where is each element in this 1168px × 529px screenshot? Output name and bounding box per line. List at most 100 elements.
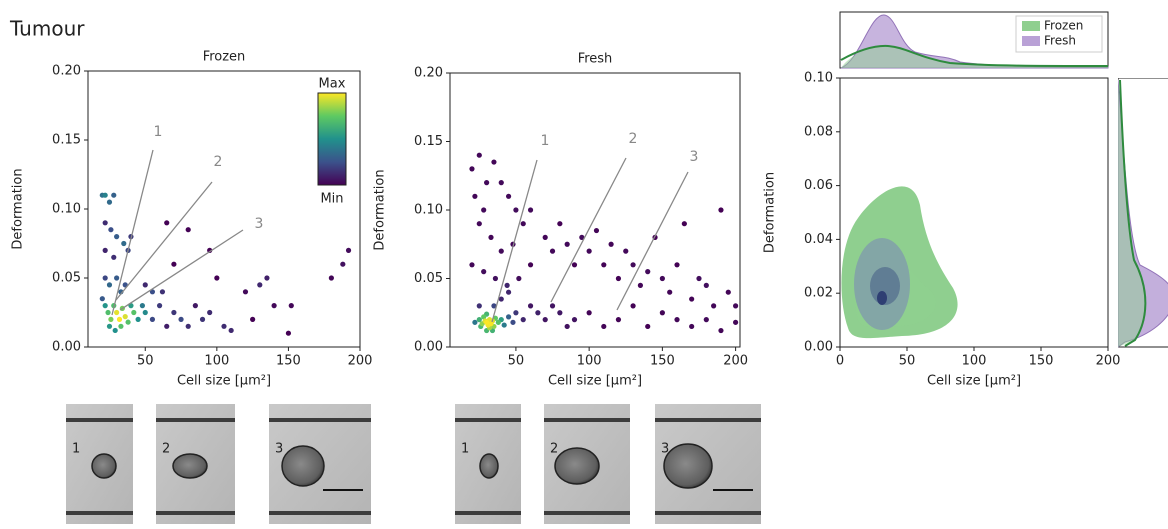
micrograph-label: 2 bbox=[162, 442, 170, 457]
channel-wall bbox=[455, 418, 521, 422]
data-point bbox=[228, 327, 234, 334]
figure-title: Tumour bbox=[9, 17, 85, 41]
data-point bbox=[192, 303, 198, 309]
y-tick-label: 0.02 bbox=[804, 286, 833, 301]
y-axis-label: Deformation bbox=[11, 168, 26, 249]
y-tick-label: 0.00 bbox=[414, 340, 443, 355]
data-point bbox=[102, 192, 108, 198]
data-point bbox=[142, 309, 148, 316]
data-point bbox=[667, 289, 673, 295]
data-point bbox=[571, 262, 578, 268]
channel-wall bbox=[655, 418, 761, 422]
data-point bbox=[207, 309, 213, 316]
data-point bbox=[495, 319, 501, 325]
data-point bbox=[659, 275, 665, 282]
cell bbox=[479, 453, 499, 479]
data-point bbox=[472, 193, 478, 199]
data-point bbox=[674, 262, 680, 268]
data-point bbox=[271, 303, 277, 309]
y-tick-label: 0.20 bbox=[52, 64, 81, 79]
legend-swatch bbox=[1022, 36, 1040, 46]
x-tick-label: 200 bbox=[723, 354, 748, 369]
data-point bbox=[159, 289, 166, 295]
data-point bbox=[535, 310, 541, 316]
chart-title: Frozen bbox=[203, 50, 246, 65]
data-point bbox=[108, 227, 114, 233]
data-point bbox=[623, 248, 629, 254]
data-point bbox=[542, 234, 548, 240]
data-point bbox=[557, 310, 563, 316]
data-point bbox=[469, 262, 475, 268]
data-point bbox=[492, 275, 499, 282]
channel-wall bbox=[269, 511, 371, 515]
x-axis-label: Cell size [μm²] bbox=[548, 374, 642, 389]
data-point bbox=[527, 207, 534, 213]
data-point bbox=[242, 289, 249, 295]
data-point bbox=[689, 296, 695, 302]
data-point bbox=[501, 322, 507, 328]
x-tick-label: 150 bbox=[1029, 354, 1054, 369]
data-point bbox=[703, 317, 709, 323]
y-tick-label: 0.15 bbox=[414, 134, 443, 149]
x-axis-label: Cell size [μm²] bbox=[177, 374, 271, 389]
data-point bbox=[586, 248, 592, 254]
legend-entry: Fresh bbox=[1044, 34, 1076, 48]
data-point bbox=[125, 319, 131, 325]
data-point bbox=[476, 317, 482, 323]
x-tick-label: 50 bbox=[508, 354, 525, 369]
data-point bbox=[149, 316, 156, 322]
data-point bbox=[142, 282, 148, 288]
annotation-label: 2 bbox=[629, 131, 638, 147]
data-point bbox=[542, 317, 548, 323]
x-tick-label: 50 bbox=[137, 354, 154, 369]
data-point bbox=[637, 282, 644, 288]
data-point bbox=[601, 323, 607, 330]
data-point bbox=[102, 247, 108, 253]
data-point bbox=[659, 310, 665, 316]
data-point bbox=[586, 310, 592, 316]
data-point bbox=[178, 316, 184, 322]
data-point bbox=[681, 221, 687, 227]
data-point bbox=[733, 303, 739, 309]
data-point bbox=[340, 261, 346, 267]
data-point bbox=[105, 309, 111, 316]
data-point bbox=[527, 303, 534, 309]
data-point bbox=[498, 248, 504, 254]
data-point bbox=[513, 207, 519, 213]
data-point bbox=[106, 199, 113, 205]
data-point bbox=[102, 303, 108, 309]
data-point bbox=[703, 282, 709, 288]
data-point bbox=[510, 319, 516, 325]
frozen-marginal-top-line bbox=[840, 44, 1109, 67]
data-point bbox=[593, 227, 600, 234]
frozen-marginal-right-line bbox=[1119, 79, 1147, 347]
data-point bbox=[498, 180, 504, 186]
data-point bbox=[257, 282, 263, 288]
data-point bbox=[106, 282, 113, 288]
data-point bbox=[498, 296, 504, 302]
y-axis-label: Deformation bbox=[763, 172, 778, 253]
data-point bbox=[564, 241, 570, 247]
data-point bbox=[164, 220, 170, 226]
data-point bbox=[549, 303, 556, 309]
annotation-line bbox=[491, 159, 538, 323]
data-point bbox=[645, 269, 651, 275]
data-point bbox=[505, 314, 512, 320]
channel-wall bbox=[544, 418, 630, 422]
x-tick-label: 0 bbox=[836, 354, 844, 369]
data-point bbox=[488, 321, 494, 327]
data-point bbox=[214, 275, 220, 281]
data-point bbox=[114, 275, 120, 281]
legend-swatch bbox=[1022, 21, 1040, 31]
micrograph-label: 1 bbox=[72, 442, 80, 457]
y-tick-label: 0.05 bbox=[414, 271, 443, 286]
data-point bbox=[689, 323, 695, 330]
chart-title: Fresh bbox=[578, 52, 613, 67]
y-tick-label: 0.15 bbox=[52, 133, 81, 148]
data-point bbox=[108, 316, 114, 322]
channel-wall bbox=[66, 511, 133, 515]
data-point bbox=[472, 319, 478, 325]
data-point bbox=[111, 254, 117, 260]
data-point bbox=[718, 207, 724, 213]
